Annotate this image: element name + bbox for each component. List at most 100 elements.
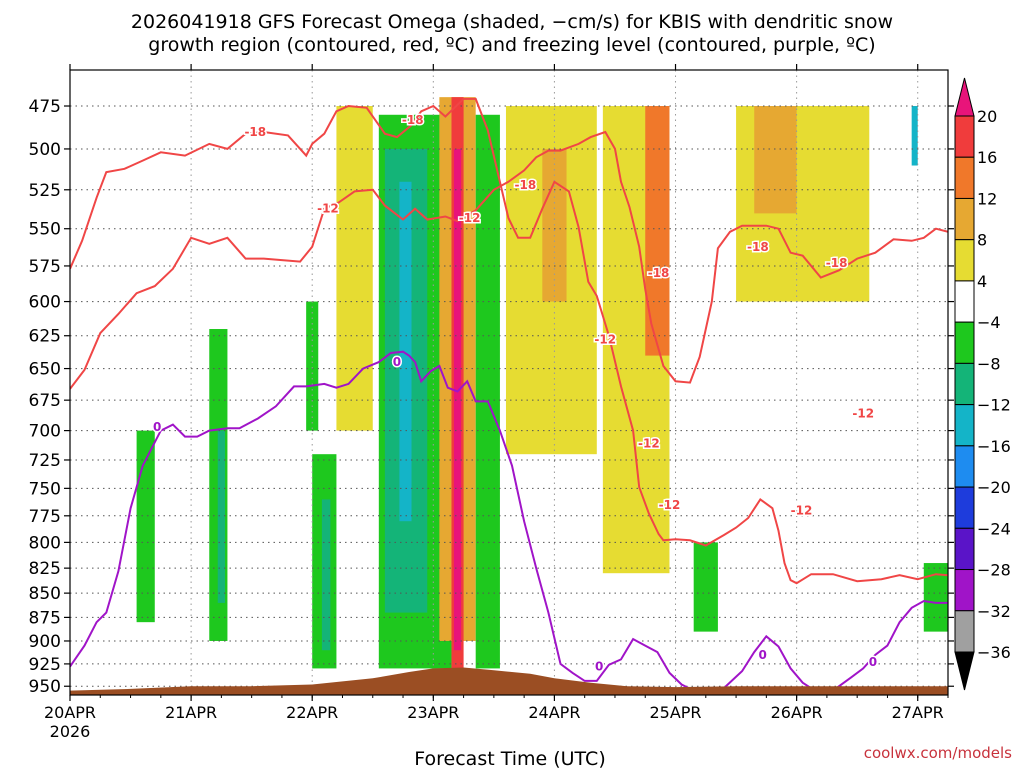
omega-region-17 xyxy=(645,106,670,356)
omega-region-20 xyxy=(754,106,797,214)
y-tick-label-0: 475 xyxy=(29,97,61,117)
colorbar-bin-13 xyxy=(954,610,975,653)
contour-label-1-0: -12 xyxy=(317,202,339,216)
watermark: coolwx.com/models xyxy=(864,744,1012,762)
plot-frame xyxy=(69,69,949,696)
colorbar-label-10: −24 xyxy=(977,519,1011,538)
contour-label-2-4: 0 xyxy=(869,655,877,669)
y-tick-label-1: 500 xyxy=(29,140,61,160)
contour-label-0-0: -18 xyxy=(244,125,266,139)
contour-label-1-3: -12 xyxy=(638,437,660,451)
omega-region-12 xyxy=(453,148,462,651)
colorbar-bin-10 xyxy=(954,486,975,529)
y-tick-label-13: 800 xyxy=(29,533,61,553)
x-tick-label-0: 20APR xyxy=(44,703,96,722)
x-tick-label-5: 25APR xyxy=(649,703,701,722)
contour-label-0-2: -18 xyxy=(515,178,537,192)
y-tick-label-9: 700 xyxy=(29,422,61,442)
omega-region-18 xyxy=(693,542,718,632)
colorbar-bin-3 xyxy=(954,197,975,241)
y-tick-label-3: 550 xyxy=(29,220,61,240)
contour-line-1 xyxy=(70,130,948,390)
colorbar-label-8: −16 xyxy=(977,437,1011,456)
contour-label-2-3: 0 xyxy=(759,648,767,662)
y-tick-label-4: 575 xyxy=(29,257,61,277)
y-tick-label-14: 825 xyxy=(29,559,61,579)
x-tick-label-4: 24APR xyxy=(528,703,580,722)
y-tick-label-5: 600 xyxy=(29,293,61,313)
omega-region-2 xyxy=(217,430,226,603)
chart-title-line1: 2026041918 GFS Forecast Omega (shaded, −… xyxy=(131,11,893,33)
colorbar-bin-9 xyxy=(954,445,975,488)
contour-line-0 xyxy=(70,97,948,585)
terrain-fill xyxy=(70,667,948,695)
colorbar-bin-7 xyxy=(954,362,975,406)
y-tick-label-17: 900 xyxy=(29,632,61,652)
x-axis-title: Forecast Time (UTC) xyxy=(414,748,605,768)
x-tick-label-7: 27APR xyxy=(892,703,944,722)
contour-label-1-4: -12 xyxy=(659,498,681,512)
x-tick-label-2: 22APR xyxy=(286,703,338,722)
colorbar-label-6: −8 xyxy=(977,354,1001,373)
plot-area: -18 -18 -18 -18 -18 -18 -12 -12 -12 -12 -12 -12 -12 0… xyxy=(70,70,948,695)
x-axis: 20APR 21APR 22APR 23APR 24APR 25APR 26APR 27APR… xyxy=(44,64,949,741)
contour-label-0-3: -18 xyxy=(648,266,670,280)
colorbar-label-9: −20 xyxy=(977,478,1011,497)
colorbar-bin-5 xyxy=(954,280,975,323)
contour-line-2 xyxy=(70,350,948,692)
omega-region-8 xyxy=(399,181,412,522)
colorbar-label-12: −32 xyxy=(977,602,1011,621)
x-tick-label-3: 23APR xyxy=(407,703,459,722)
contour-label-2-1: 0 xyxy=(393,355,401,369)
chart-title-line2: growth region (contoured, red, ºC) and f… xyxy=(148,34,875,56)
contour-labels: -18 -18 -18 -18 -18 -18 -12 -12 -12 -12 -12 -12 -12 0… xyxy=(152,111,879,675)
contour-label-2-0: 0 xyxy=(153,420,161,434)
y-tick-label-12: 775 xyxy=(29,507,61,527)
y-tick-label-11: 750 xyxy=(29,479,61,499)
contour-label-1-1: -12 xyxy=(459,211,481,225)
omega-region-5 xyxy=(321,499,331,651)
colorbar-label-2: 12 xyxy=(977,189,997,208)
colorbar-label-7: −12 xyxy=(977,396,1011,415)
contour-label-1-2: -12 xyxy=(594,333,616,347)
omega-region-0 xyxy=(136,430,155,623)
y-tick-label-15: 850 xyxy=(29,584,61,604)
contour-label-1-5: -12 xyxy=(791,503,813,517)
y-tick-label-7: 650 xyxy=(29,360,61,380)
colorbar-bin-6 xyxy=(954,321,975,364)
omega-region-9 xyxy=(336,106,373,431)
colorbar-label-4: 4 xyxy=(977,272,987,291)
contour-label-0-4: -18 xyxy=(747,240,769,254)
colorbar-bottom-arrow xyxy=(954,651,975,691)
colorbar-label-3: 8 xyxy=(977,231,987,250)
colorbar: 20 16 12 8 4 −4 −8 −12 −16 −20 −24 −28 −32 −36 xyxy=(954,77,1011,691)
x-year-label: 2026 xyxy=(50,722,91,741)
y-tick-label-18: 925 xyxy=(29,655,61,675)
x-tick-label-6: 26APR xyxy=(771,703,823,722)
colorbar-label-5: −4 xyxy=(977,313,1001,332)
colorbar-label-11: −28 xyxy=(977,561,1011,580)
colorbar-bin-1 xyxy=(954,115,975,158)
y-tick-label-19: 950 xyxy=(29,677,61,697)
colorbar-label-0: 20 xyxy=(977,107,997,126)
colorbar-label-13: −36 xyxy=(977,643,1011,662)
y-tick-label-6: 625 xyxy=(29,327,61,347)
colorbar-bin-12 xyxy=(954,569,975,612)
omega-region-22 xyxy=(911,106,918,166)
contour-label-1-6: -12 xyxy=(852,407,874,421)
y-tick-label-16: 875 xyxy=(29,608,61,628)
colorbar-bin-11 xyxy=(954,527,975,571)
colorbar-top-arrow xyxy=(954,77,975,117)
colorbar-bin-4 xyxy=(954,239,975,282)
contour-label-2-2: 0 xyxy=(595,660,603,674)
y-tick-label-8: 675 xyxy=(29,391,61,411)
y-tick-label-2: 525 xyxy=(29,181,61,201)
omega-region-3 xyxy=(306,301,319,431)
terrain xyxy=(70,667,948,695)
y-tick-label-10: 725 xyxy=(29,451,61,471)
contour-lines xyxy=(70,97,948,692)
x-tick-label-1: 21APR xyxy=(165,703,217,722)
colorbar-bin-8 xyxy=(954,404,975,447)
y-axis: 475 500 525 550 575 600 625 650 675 700 725 750 775 8… xyxy=(29,97,954,697)
